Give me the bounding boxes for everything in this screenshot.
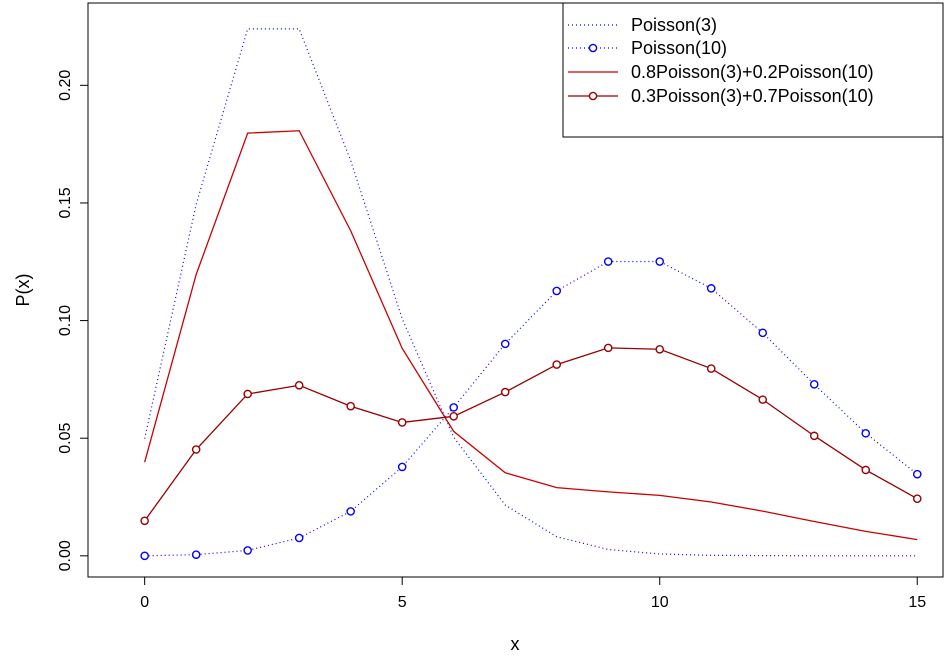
data-point	[346, 507, 355, 516]
legend-marker	[588, 43, 598, 53]
data-point	[809, 431, 819, 441]
series-line	[144, 130, 918, 541]
data-point	[346, 401, 355, 411]
data-point	[397, 462, 407, 472]
data-point	[449, 403, 458, 412]
x-tick-label: 10	[651, 594, 669, 611]
legend-label: 0.3Poisson(3)+0.7Poisson(10)	[631, 86, 874, 106]
legend-entry: 0.8Poisson(3)+0.2Poisson(10)	[568, 62, 874, 82]
data-point	[500, 339, 510, 349]
data-point	[912, 469, 922, 479]
data-point	[706, 284, 716, 293]
data-point	[500, 387, 510, 397]
legend-marker	[588, 91, 598, 101]
x-tick-label: 5	[398, 594, 407, 611]
data-point	[449, 412, 458, 421]
y-tick-label: 0.00	[57, 540, 74, 571]
y-tick-label: 0.05	[57, 423, 74, 454]
data-point	[861, 428, 871, 438]
series-2	[140, 257, 922, 561]
legend-entry: Poisson(3)	[568, 15, 717, 35]
series-line	[144, 28, 918, 557]
series-4	[140, 343, 922, 526]
legend-label: Poisson(10)	[631, 38, 727, 58]
data-point	[912, 494, 922, 503]
y-tick-label: 0.20	[57, 70, 74, 101]
series-1	[144, 28, 918, 557]
x-axis-title: x	[511, 634, 520, 654]
y-tick-label: 0.15	[57, 187, 74, 218]
legend-label: Poisson(3)	[631, 15, 717, 35]
data-point	[861, 465, 871, 475]
x-tick-label: 15	[908, 594, 926, 611]
data-point	[243, 389, 252, 399]
data-point	[243, 546, 252, 555]
data-point	[603, 343, 613, 353]
data-point	[294, 380, 304, 390]
legend-entry: 0.3Poisson(3)+0.7Poisson(10)	[568, 86, 874, 106]
x-axis: 0 5 10 15	[140, 576, 926, 611]
data-point	[294, 533, 304, 543]
data-point	[809, 380, 819, 389]
x-tick-label: 0	[140, 594, 149, 611]
series-line	[144, 260, 918, 557]
data-point	[140, 516, 149, 526]
series-layer	[140, 28, 922, 561]
data-point	[758, 328, 768, 338]
legend-box	[562, 2, 944, 138]
legend-entry: Poisson(10)	[568, 38, 727, 58]
y-tick-label: 0.10	[57, 305, 74, 336]
legend: Poisson(3) Poisson(10) 0.8Poisson(3)+0.2Po…	[562, 2, 944, 138]
data-point	[706, 364, 716, 373]
y-axis: 0.00 0.05 0.10 0.15 0.20	[57, 70, 89, 571]
series-3	[144, 130, 918, 541]
data-point	[552, 360, 562, 369]
data-point	[655, 257, 665, 266]
series-line	[144, 347, 918, 522]
data-point	[758, 395, 768, 404]
data-point	[397, 418, 407, 427]
y-axis-title: P(x)	[13, 274, 33, 307]
data-point	[140, 551, 149, 561]
data-point	[655, 344, 665, 354]
data-point	[603, 257, 613, 266]
data-point	[191, 550, 201, 559]
data-point	[552, 286, 562, 296]
legend-label: 0.8Poisson(3)+0.2Poisson(10)	[631, 62, 874, 82]
data-point	[191, 445, 201, 454]
